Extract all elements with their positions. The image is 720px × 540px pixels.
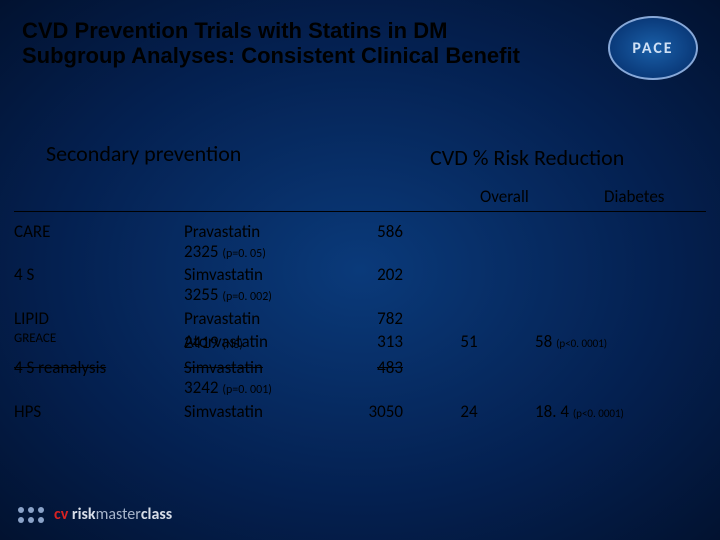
drug-sub: 3255: [184, 284, 218, 305]
drug-name: Simvastatin: [184, 402, 339, 422]
risk-reduction-heading: CVD % Risk Reduction: [430, 144, 624, 171]
brand-text: cv riskmasterclass: [54, 505, 172, 524]
table-row: GREACE Atorvastatin 2419 (NS) 313 51 58 …: [14, 330, 706, 356]
p-value: (p=0. 05): [222, 247, 266, 261]
overall-value: 51: [409, 332, 529, 352]
table-row: 4 S Simvastatin 3255 (p=0. 002) 202: [14, 263, 706, 306]
n-value: 313: [339, 332, 409, 352]
drug-cell: Simvastatin 3255 (p=0. 002): [184, 265, 339, 304]
n-value: 483: [339, 358, 409, 378]
slide-title: CVD Prevention Trials with Statins in DM…: [22, 18, 542, 69]
column-diabetes: Diabetes: [604, 186, 664, 207]
brand-risk: risk: [68, 505, 95, 524]
p-value: (NS): [222, 338, 243, 352]
trial-name: 4 S: [14, 265, 184, 285]
diabetes-value: 18. 4 (p<0. 0001): [529, 402, 706, 422]
drug-name: Simvastatin: [184, 265, 339, 285]
trial-name: GREACE: [14, 332, 184, 347]
drug-sub: 3242: [184, 377, 218, 398]
trial-name: 4 S reanalysis: [14, 358, 184, 378]
drug-cell: Pravastatin 2325 (p=0. 05): [184, 222, 339, 261]
column-overall: Overall: [480, 186, 529, 207]
trials-table: CARE Pravastatin 2325 (p=0. 05) 586 4 S …: [14, 220, 706, 423]
dots-icon: [18, 507, 44, 523]
overall-value: 24: [409, 402, 529, 422]
brand-class: class: [141, 505, 172, 524]
trial-name: LIPID: [14, 309, 184, 329]
p-value: (p=0. 001): [222, 383, 272, 397]
drug-sub: 2325: [184, 241, 218, 262]
diabetes-num: 18. 4: [535, 401, 569, 422]
n-value: 782: [339, 309, 409, 329]
diabetes-value: 58 (p<0. 0001): [529, 332, 706, 352]
drug-cell: Simvastatin: [184, 402, 339, 422]
n-value: 202: [339, 265, 409, 285]
drug-sub-num: 2419: [184, 332, 218, 353]
p-value: (p<0. 0001): [573, 407, 624, 420]
divider-line: [14, 211, 706, 212]
table-row: 4 S reanalysis Simvastatin 3242 (p=0. 00…: [14, 356, 706, 399]
brand-cv: cv: [54, 505, 68, 524]
table-row: HPS Simvastatin 3050 24 18. 4 (p<0. 0001…: [14, 400, 706, 424]
drug-cell: Atorvastatin 2419 (NS): [184, 332, 339, 354]
secondary-prevention-heading: Secondary prevention: [46, 140, 241, 167]
p-value: (p<0. 0001): [556, 337, 607, 350]
drug-name: Simvastatin: [184, 358, 339, 378]
table-row: LIPID Pravastatin 782: [14, 307, 706, 331]
diabetes-num: 58: [535, 331, 552, 352]
logo-text: PACE: [632, 39, 673, 58]
trial-name: HPS: [14, 402, 184, 422]
table-row: CARE Pravastatin 2325 (p=0. 05) 586: [14, 220, 706, 263]
pace-logo: PACE: [608, 16, 698, 80]
trial-name: CARE: [14, 222, 184, 242]
n-value: 586: [339, 222, 409, 242]
drug-sub: 2419 (NS): [184, 333, 243, 353]
n-value: 3050: [339, 402, 409, 422]
drug-name: Pravastatin: [184, 222, 339, 242]
drug-cell: Pravastatin: [184, 309, 339, 329]
drug-cell: Simvastatin 3242 (p=0. 001): [184, 358, 339, 397]
brand-master: master: [96, 505, 141, 524]
footer-brand: cv riskmasterclass: [18, 505, 172, 524]
drug-name: Pravastatin: [184, 309, 339, 329]
p-value: (p=0. 002): [222, 290, 272, 304]
